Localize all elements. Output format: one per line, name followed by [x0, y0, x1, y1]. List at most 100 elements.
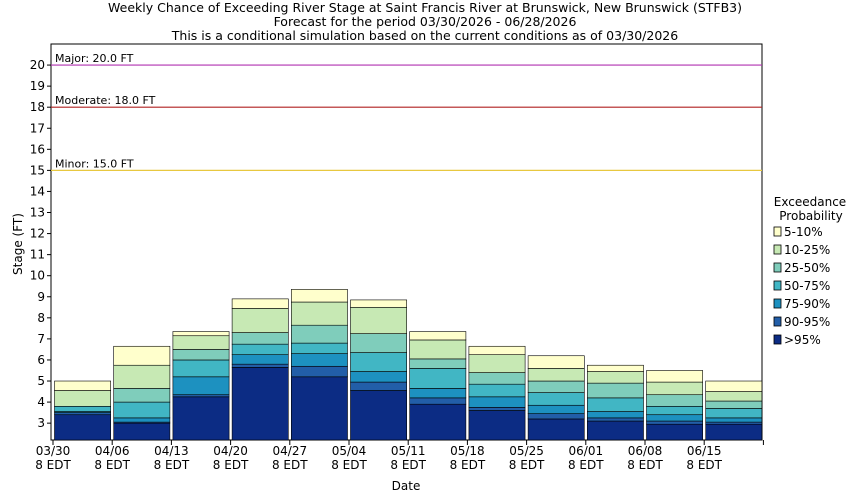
bar-segment-w4-b1 — [290, 365, 348, 378]
legend-label-1: 10-25% — [784, 243, 830, 257]
bar-segment-w7-b1 — [468, 407, 526, 411]
bar-segment-w1-b4 — [113, 388, 171, 403]
bar-segment-w2-b4 — [172, 349, 230, 361]
x-tick-sublabel-2: 8 EDT — [154, 458, 190, 472]
chart-title-line-2: Forecast for the period 03/30/2026 - 06/… — [274, 14, 577, 29]
y-tick-label-12: 15 — [30, 163, 45, 177]
legend-label-0: 5-10% — [784, 225, 823, 239]
bar-segment-w8-b1 — [527, 413, 585, 420]
bar-segment-w7-b4 — [468, 372, 526, 385]
bar-segment-w10-b3 — [646, 405, 704, 416]
legend-swatch-5 — [773, 316, 782, 327]
bar-segment-w2-b2 — [172, 376, 230, 396]
y-tick-label-7: 10 — [30, 269, 45, 283]
bar-segment-w10-b1 — [646, 420, 704, 425]
bar-segment-w10-b5 — [646, 381, 704, 396]
plot-area: Major: 20.0 FT Moderate: 18.0 FT Minor: 15… — [30, 43, 764, 472]
y-tick-label-3: 6 — [37, 353, 45, 367]
bar-segment-w8-b6 — [527, 355, 585, 369]
y-tick-label-15: 18 — [30, 100, 45, 114]
bar-segment-w2-b0 — [172, 396, 230, 441]
bar-segment-w6-b1 — [409, 397, 467, 405]
legend-label-6: >95% — [784, 333, 821, 347]
y-axis-label: Stage (FT) — [11, 213, 25, 275]
threshold-label-1: Moderate: 18.0 FT — [55, 94, 156, 107]
x-tick-sublabel-1: 8 EDT — [94, 458, 130, 472]
bar-segment-w4-b6 — [290, 289, 348, 303]
y-tick-label-9: 12 — [30, 227, 45, 241]
bar-segment-w0-b6 — [54, 380, 112, 391]
chart-title-line-3: This is a conditional simulation based o… — [171, 28, 678, 43]
y-tick-label-4: 7 — [37, 332, 45, 346]
legend-swatch-2 — [773, 262, 782, 273]
bar-segment-w2-b3 — [172, 359, 230, 378]
bar-segment-w1-b2 — [113, 417, 171, 423]
x-tick-label-11: 06/15 — [687, 444, 722, 458]
bar-segment-w3-b5 — [231, 308, 289, 333]
y-tick-label-11: 14 — [30, 184, 45, 198]
legend-swatch-3 — [773, 280, 782, 291]
legend-label-3: 50-75% — [784, 279, 830, 293]
bar-segment-w2-b5 — [172, 335, 230, 350]
legend-swatch-6 — [773, 334, 782, 345]
bar-segment-w8-b5 — [527, 368, 585, 382]
bar-segment-w7-b3 — [468, 383, 526, 398]
legend-title-line-1: Exceedance — [774, 195, 846, 209]
legend-label-2: 25-50% — [784, 261, 830, 275]
bar-segment-w11-b5 — [705, 391, 763, 402]
bar-segment-w7-b0 — [468, 410, 526, 441]
x-tick-label-1: 04/06 — [95, 444, 130, 458]
bar-segment-w5-b1 — [350, 381, 408, 391]
bar-segment-w3-b4 — [231, 332, 289, 345]
bar-segment-w8-b2 — [527, 404, 585, 414]
bar-segment-w3-b3 — [231, 343, 289, 355]
bar-segment-w7-b2 — [468, 396, 526, 408]
x-tick-label-6: 05/11 — [391, 444, 426, 458]
bar-segment-w9-b3 — [586, 397, 644, 412]
legend-swatch-4 — [773, 298, 782, 309]
legend: 5-10% 10-25% 25-50% 50-75% 75-90% 90-95% >95% — [773, 225, 830, 347]
bar-segment-w0-b0 — [54, 414, 112, 441]
legend-swatch-1 — [773, 244, 782, 255]
bar-segment-w5-b3 — [350, 352, 408, 372]
bar-segment-w8-b3 — [527, 392, 585, 406]
bar-segment-w6-b0 — [409, 403, 467, 441]
bar-segment-w10-b6 — [646, 370, 704, 383]
bar-segment-w11-b4 — [705, 400, 763, 409]
y-tick-label-16: 19 — [30, 79, 45, 93]
bar-segment-w5-b5 — [350, 306, 408, 334]
bar-segment-w10-b4 — [646, 394, 704, 407]
bar-segment-w2-b6 — [172, 331, 230, 337]
x-tick-label-3: 04/20 — [213, 444, 248, 458]
bar-segment-w6-b2 — [409, 388, 467, 399]
legend-label-5: 90-95% — [784, 315, 830, 329]
x-tick-label-4: 04/27 — [273, 444, 308, 458]
bar-segment-w3-b1 — [231, 363, 289, 368]
y-tick-label-6: 9 — [37, 290, 45, 304]
bar-segment-w9-b5 — [586, 371, 644, 384]
bar-segment-w0-b5 — [54, 390, 112, 407]
x-tick-sublabel-3: 8 EDT — [213, 458, 249, 472]
bar-segment-w0-b1 — [54, 412, 112, 416]
bar-segment-w1-b6 — [113, 345, 171, 366]
bar-segment-w6-b5 — [409, 339, 467, 360]
threshold-label-0: Major: 20.0 FT — [55, 52, 134, 65]
y-tick-label-5: 8 — [37, 311, 45, 325]
threshold-label-2: Minor: 15.0 FT — [55, 157, 134, 170]
x-tick-sublabel-10: 8 EDT — [627, 458, 663, 472]
x-tick-sublabel-9: 8 EDT — [568, 458, 604, 472]
bar-segment-w4-b2 — [290, 353, 348, 367]
legend-label-4: 75-90% — [784, 297, 830, 311]
bar-segment-w6-b3 — [409, 368, 467, 389]
x-tick-sublabel-5: 8 EDT — [331, 458, 367, 472]
bar-segment-w8-b0 — [527, 418, 585, 441]
bar-segment-w1-b3 — [113, 401, 171, 419]
bar-segment-w7-b6 — [468, 345, 526, 355]
x-tick-label-8: 05/25 — [509, 444, 544, 458]
y-tick-label-17: 20 — [30, 58, 45, 72]
bar-segment-w8-b4 — [527, 380, 585, 393]
y-tick-label-8: 11 — [30, 248, 45, 262]
bar-segment-w9-b0 — [586, 420, 644, 441]
